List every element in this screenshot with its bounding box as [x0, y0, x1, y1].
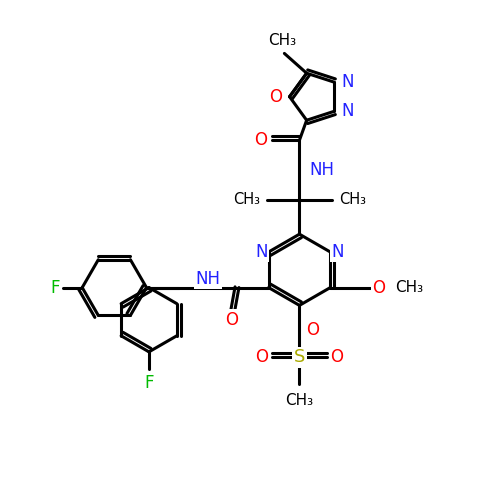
Text: CH₃: CH₃ [268, 34, 296, 48]
Text: NH: NH [196, 270, 221, 287]
Text: N: N [332, 243, 344, 261]
Text: CH₃: CH₃ [396, 280, 423, 295]
Text: N: N [342, 73, 354, 91]
Text: O: O [269, 88, 282, 106]
Text: S: S [294, 348, 305, 366]
Text: F: F [50, 278, 59, 296]
Text: O: O [256, 348, 268, 366]
Text: O: O [306, 321, 319, 339]
Text: N: N [255, 243, 268, 261]
Text: NH: NH [310, 161, 334, 179]
Text: O: O [372, 278, 386, 296]
Text: O: O [330, 348, 344, 366]
Text: O: O [225, 310, 238, 328]
Text: O: O [254, 131, 268, 149]
Text: CH₃: CH₃ [233, 192, 260, 207]
Text: CH₃: CH₃ [286, 394, 314, 408]
Text: F: F [144, 374, 154, 392]
Text: N: N [342, 102, 354, 120]
Text: CH₃: CH₃ [339, 192, 366, 207]
